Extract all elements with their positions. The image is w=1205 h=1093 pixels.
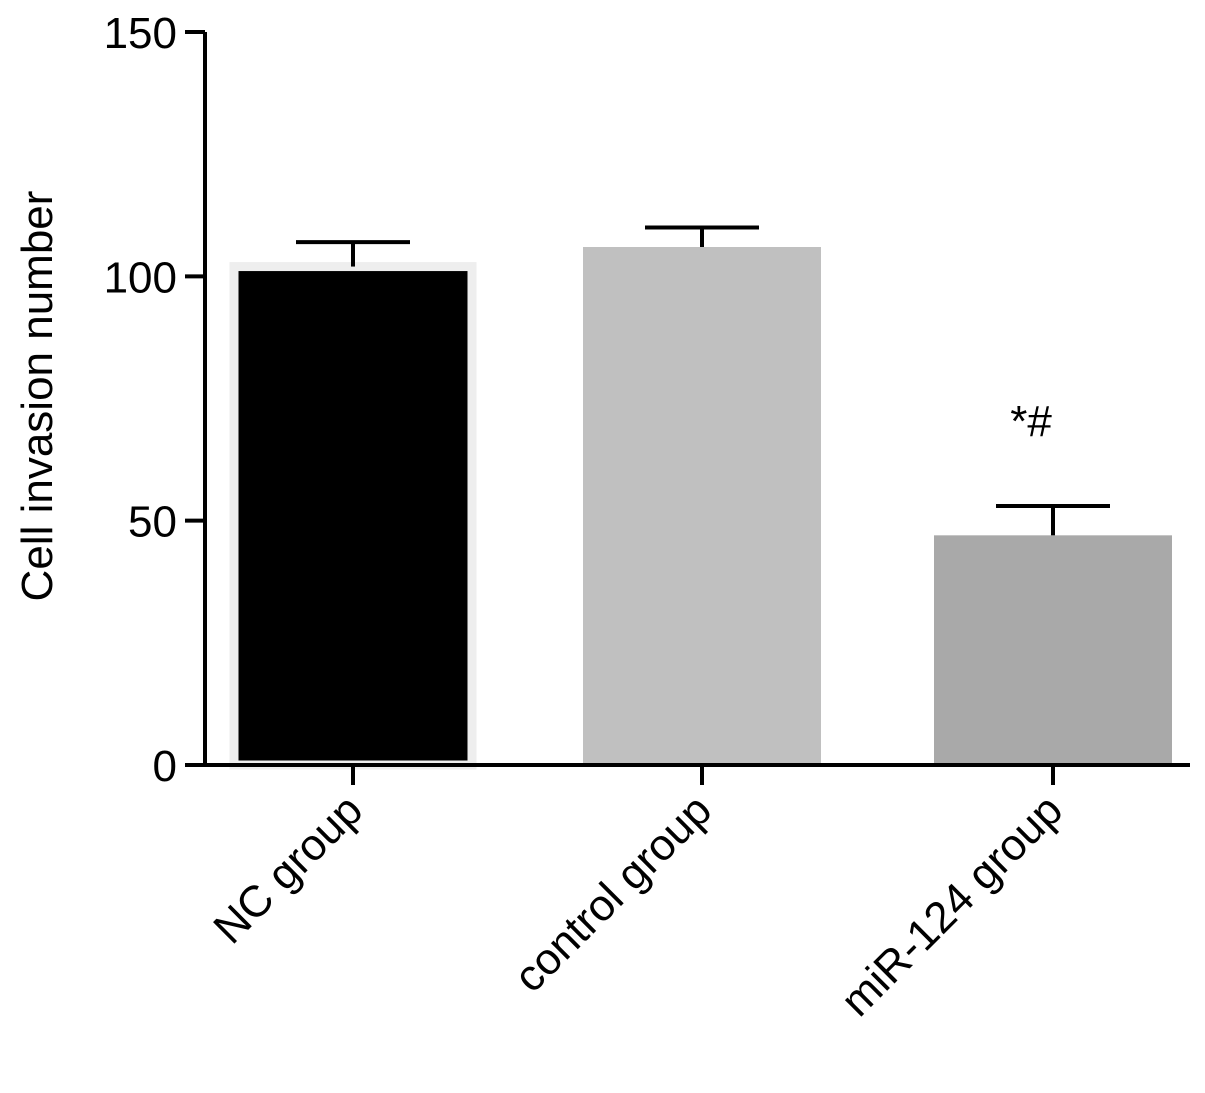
y-tick-label-3: 100 (104, 253, 177, 302)
y-tick-label-1: 0 (153, 742, 177, 791)
x-tick-label-3: miR-124 group (832, 785, 1072, 1025)
error-bars-layer (296, 225, 1110, 536)
bar-3 (934, 535, 1172, 765)
y-tick-label-4: 150 (104, 9, 177, 58)
x-tick-label-1: NC group (204, 785, 372, 953)
bar-1 (229, 262, 477, 770)
y-tick-label-2: 50 (128, 498, 177, 547)
bar-2 (583, 247, 821, 766)
significance-annotation: *# (1010, 397, 1052, 446)
bars-layer (229, 247, 1172, 770)
y-axis-title: Cell invasion number (13, 191, 62, 602)
x-tick-label-2: control group (505, 785, 721, 1001)
y-axis: 0 50 100 150 (104, 9, 207, 791)
annotations-layer: *# (1010, 397, 1052, 446)
x-axis: NC group control group miR-124 group (203, 763, 1190, 1026)
